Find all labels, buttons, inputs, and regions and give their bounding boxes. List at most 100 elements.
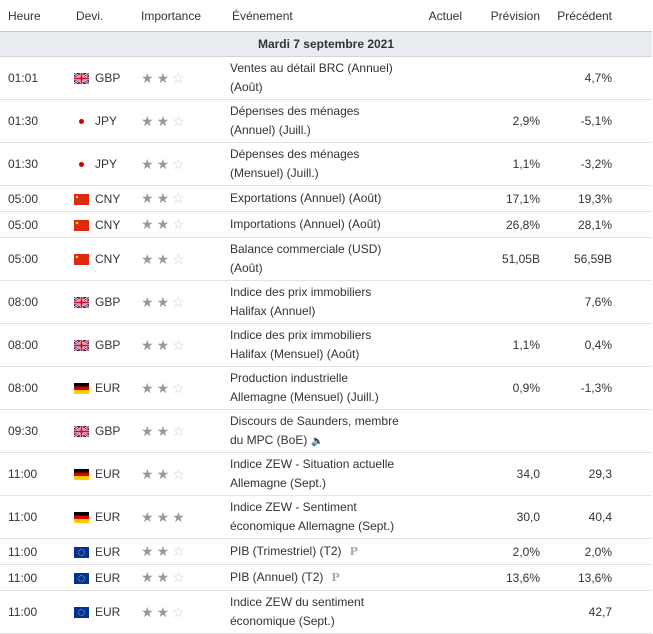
- currency-cell: EUR: [68, 366, 133, 410]
- event-name-cell[interactable]: Balance commerciale (USD) (Août): [224, 237, 414, 281]
- currency-code: EUR: [95, 544, 121, 559]
- table-row[interactable]: 05:00 CNY ★★☆ Importations (Annuel) (Août) 2…: [0, 211, 652, 238]
- col-header-event[interactable]: Événement: [224, 0, 414, 32]
- currency-code: CNY: [95, 191, 121, 206]
- importance-stars: ★★☆: [133, 142, 224, 186]
- event-time: 01:01: [0, 56, 68, 100]
- forecast-value: 13,6%: [470, 564, 548, 591]
- table-row[interactable]: 05:00 CNY ★★☆ Balance commerciale (USD) (Aoû…: [0, 237, 652, 281]
- forecast-value: 30,0: [470, 495, 548, 539]
- col-header-time[interactable]: Heure: [0, 0, 68, 32]
- event-name-cell[interactable]: Dépenses des ménages (Annuel) (Juill.): [224, 99, 414, 143]
- eu-flag-icon: [74, 572, 89, 584]
- col-header-previous[interactable]: Précédent: [548, 0, 652, 32]
- event-name-line2: Halifax (Annuel): [230, 304, 316, 318]
- event-name-cell[interactable]: Ventes au détail BRC (Annuel) (Août): [224, 56, 414, 100]
- star-filled-icon: ★: [156, 336, 173, 353]
- event-name-line2: du MPC (BoE): [230, 432, 308, 447]
- event-name-cell[interactable]: Dépenses des ménages (Mensuel) (Juill.): [224, 142, 414, 186]
- event-name-cell[interactable]: Importations (Annuel) (Août): [224, 211, 414, 238]
- table-row[interactable]: 01:30 JPY ★★☆ Dépenses des ménages (Annuel) …: [0, 99, 652, 143]
- event-name-cell[interactable]: PIB (Annuel) (T2) P: [224, 564, 414, 591]
- star-filled-icon: ★: [156, 569, 173, 585]
- de-flag-icon: [74, 512, 89, 524]
- event-time: 11:00: [0, 452, 68, 496]
- star-filled-icon: ★: [141, 543, 157, 559]
- star-empty-icon: ☆: [172, 603, 188, 620]
- event-name: Dépenses des ménages: [230, 104, 360, 118]
- event-name: Indice des prix immobiliers: [230, 285, 372, 299]
- star-filled-icon: ★: [141, 336, 157, 353]
- star-filled-icon: ★: [141, 250, 157, 267]
- event-time: 05:00: [0, 185, 68, 212]
- eu-flag-icon: [74, 546, 89, 558]
- event-name-line2: (Annuel) (Juill.): [230, 123, 311, 137]
- event-name: Production industrielle: [230, 371, 349, 385]
- importance-stars: ★★☆: [133, 56, 224, 100]
- star-filled-icon: ★: [141, 569, 157, 585]
- event-name-cell[interactable]: Indice ZEW - Situation actuelle Allemagne…: [224, 452, 414, 496]
- col-header-importance[interactable]: Importance: [133, 0, 224, 32]
- star-empty-icon: ☆: [172, 155, 188, 172]
- importance-stars: ★★☆: [133, 280, 224, 324]
- importance-stars: ★★☆: [133, 564, 224, 591]
- table-row[interactable]: 11:00 EUR ★★☆ Indice ZEW - Situation actuel…: [0, 452, 652, 496]
- previous-value: -5,1%: [548, 99, 652, 143]
- currency-code: EUR: [95, 605, 121, 619]
- star-filled-icon: ★: [156, 155, 173, 172]
- actual-value: [414, 409, 470, 453]
- table-row[interactable]: 01:01 GBP ★★☆ Ventes au détail BRC (Annuel)…: [0, 56, 652, 100]
- event-name: Indice ZEW - Situation actuelle: [230, 457, 395, 471]
- table-row[interactable]: 08:00 EUR ★★☆ Production industrielle Allema…: [0, 366, 652, 410]
- event-time: 01:30: [0, 99, 68, 143]
- previous-value: 29,3: [548, 452, 652, 496]
- table-row[interactable]: 08:00 GBP ★★☆ Indice des prix immobiliers Ha…: [0, 280, 652, 324]
- table-row[interactable]: 05:00 CNY ★★☆ Exportations (Annuel) (Août) 1…: [0, 185, 652, 212]
- event-name-cell[interactable]: Indice des prix immobiliers Halifax (Annu…: [224, 280, 414, 324]
- forecast-value: [470, 280, 548, 324]
- col-header-actual[interactable]: Actuel: [414, 0, 470, 32]
- event-name: Dépenses des ménages: [230, 147, 360, 161]
- gb-flag-icon: [74, 426, 89, 438]
- event-name-cell[interactable]: Indice ZEW - Sentiment économique Allemag…: [224, 495, 414, 539]
- star-filled-icon: ★: [156, 190, 173, 206]
- currency-cell: CNY: [68, 185, 133, 212]
- event-name-cell[interactable]: Production industrielle Allemagne (Mensue…: [224, 366, 414, 410]
- preliminary-icon: P: [331, 571, 340, 584]
- forecast-value: [470, 409, 548, 453]
- event-name-cell[interactable]: Exportations (Annuel) (Août): [224, 185, 414, 212]
- event-name-cell[interactable]: PIB (Trimestriel) (T2) P: [224, 538, 414, 565]
- event-name-cell[interactable]: Indice des prix immobiliers Halifax (Mens…: [224, 323, 414, 367]
- star-filled-icon: ★: [156, 508, 173, 525]
- event-name: Indice ZEW - Sentiment: [230, 500, 357, 514]
- speaker-icon[interactable]: 🔈: [311, 435, 324, 447]
- importance-stars: ★★★: [133, 495, 224, 539]
- star-empty-icon: ☆: [172, 569, 188, 585]
- importance-stars: ★★☆: [133, 323, 224, 367]
- star-filled-icon: ★: [141, 112, 157, 129]
- previous-value: 40,4: [548, 495, 652, 539]
- importance-stars: ★★☆: [133, 538, 224, 565]
- actual-value: [414, 142, 470, 186]
- actual-value: [414, 590, 470, 634]
- previous-value: -1,3%: [548, 366, 652, 410]
- de-flag-icon: [74, 383, 89, 395]
- col-header-currency[interactable]: Devi.: [68, 0, 133, 32]
- col-header-forecast[interactable]: Prévision: [470, 0, 548, 32]
- currency-code: GBP: [95, 71, 121, 85]
- event-name-cell[interactable]: Indice ZEW du sentiment économique (Sept.…: [224, 590, 414, 634]
- table-row[interactable]: 11:00 EUR ★★★ Indice ZEW - Sentiment économi…: [0, 495, 652, 539]
- table-row[interactable]: 11:00 EUR ★★☆ PIB (Trimestriel) (T2) P 2,0% 2,…: [0, 538, 652, 565]
- importance-stars: ★★☆: [133, 237, 224, 281]
- event-name-cell[interactable]: Discours de Saunders, membre du MPC (BoE)…: [224, 409, 414, 453]
- table-row[interactable]: 09:30 GBP ★★☆ Discours de Saunders, membre d…: [0, 409, 652, 453]
- table-row[interactable]: 08:00 GBP ★★☆ Indice des prix immobiliers Ha…: [0, 323, 652, 367]
- table-row[interactable]: 11:00 EUR ★★☆ Indice ZEW du sentiment économ…: [0, 590, 652, 634]
- star-filled-icon: ★: [141, 190, 157, 206]
- table-row[interactable]: 01:30 JPY ★★☆ Dépenses des ménages (Mensuel)…: [0, 142, 652, 186]
- table-row[interactable]: 11:00 EUR ★★☆ PIB (Annuel) (T2) P 13,6% 13,6%: [0, 564, 652, 591]
- importance-stars: ★★☆: [133, 185, 224, 212]
- currency-cell: EUR: [68, 495, 133, 539]
- event-name-line2: économique Allemagne (Sept.): [230, 519, 395, 533]
